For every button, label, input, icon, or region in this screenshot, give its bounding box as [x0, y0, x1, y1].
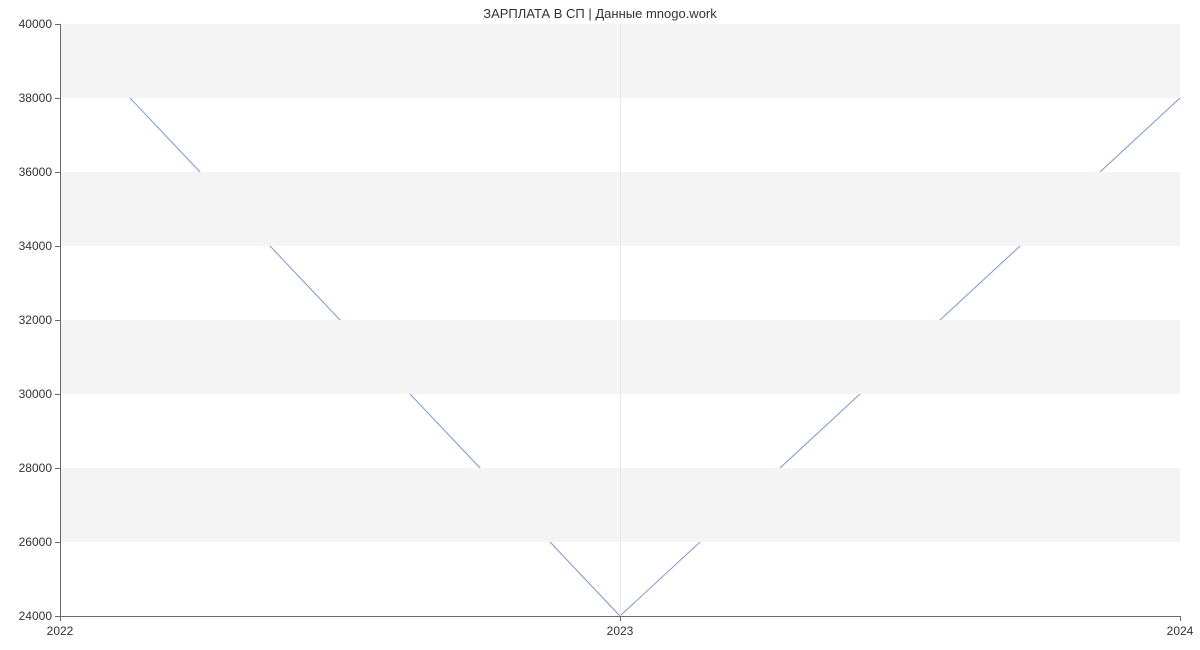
y-tick-label: 30000 [19, 387, 52, 401]
y-tick-mark [55, 468, 60, 469]
y-tick-label: 34000 [19, 239, 52, 253]
x-tick-mark [1180, 616, 1181, 621]
y-tick-label: 24000 [19, 609, 52, 623]
y-tick-label: 28000 [19, 461, 52, 475]
y-axis-line [60, 24, 61, 616]
y-tick-mark [55, 98, 60, 99]
chart-title: ЗАРПЛАТА В СП | Данные mnogo.work [0, 6, 1200, 21]
x-tick-label: 2024 [1167, 624, 1194, 638]
y-tick-mark [55, 542, 60, 543]
chart-container: ЗАРПЛАТА В СП | Данные mnogo.work 240002… [0, 0, 1200, 650]
x-tick-label: 2023 [607, 624, 634, 638]
y-tick-label: 36000 [19, 165, 52, 179]
y-tick-mark [55, 172, 60, 173]
y-tick-label: 26000 [19, 535, 52, 549]
x-tick-label: 2022 [47, 624, 74, 638]
y-tick-mark [55, 24, 60, 25]
y-tick-label: 40000 [19, 17, 52, 31]
y-tick-mark [55, 394, 60, 395]
y-tick-label: 32000 [19, 313, 52, 327]
x-tick-mark [620, 616, 621, 621]
y-tick-mark [55, 320, 60, 321]
y-tick-label: 38000 [19, 91, 52, 105]
x-tick-mark [60, 616, 61, 621]
plot-area: 2400026000280003000032000340003600038000… [60, 24, 1180, 616]
y-tick-mark [55, 246, 60, 247]
vertical-gridline [620, 24, 621, 616]
